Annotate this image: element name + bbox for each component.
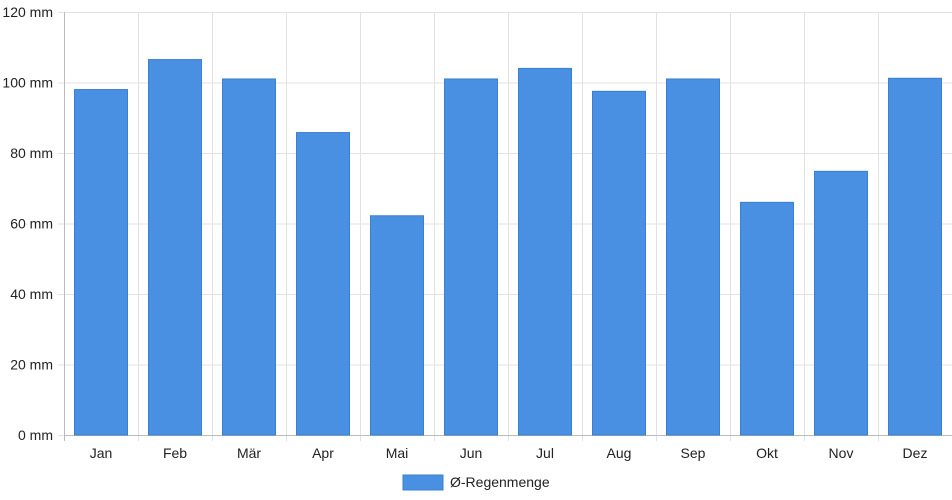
x-tick-label: Mär: [237, 445, 261, 461]
y-tick-label: 40 mm: [10, 286, 53, 302]
y-tick-label: 120 mm: [2, 4, 53, 20]
bar-apr[interactable]: [296, 132, 350, 436]
y-axis-tick-labels: 0 mm 20 mm 40 mm 60 mm 80 mm 100 mm 120 mm: [2, 4, 53, 443]
bar-jun[interactable]: [444, 78, 498, 436]
x-tick-label: Nov: [829, 445, 854, 461]
x-tick-label: Aug: [607, 445, 632, 461]
y-tick-label: 0 mm: [18, 427, 53, 443]
bar-jul[interactable]: [518, 67, 572, 436]
x-tick-label: Sep: [681, 445, 706, 461]
bar-nov[interactable]: [814, 170, 868, 436]
y-tick-label: 80 mm: [10, 145, 53, 161]
x-tick-label: Okt: [756, 445, 778, 461]
y-tick-label: 60 mm: [10, 216, 53, 232]
x-tick-label: Feb: [163, 445, 187, 461]
x-tick-label: Dez: [903, 445, 928, 461]
bar-feb[interactable]: [148, 59, 202, 436]
y-tick-label: 20 mm: [10, 357, 53, 373]
legend-swatch[interactable]: [402, 474, 444, 491]
bar-aug[interactable]: [592, 90, 646, 436]
bar-mär[interactable]: [222, 78, 276, 436]
bar-sep[interactable]: [666, 78, 720, 436]
bar-okt[interactable]: [740, 201, 794, 436]
x-tick-label: Apr: [312, 445, 334, 461]
bar-dez[interactable]: [888, 77, 942, 436]
x-tick-label: Jul: [536, 445, 554, 461]
bar-series: [74, 59, 942, 436]
bar-jan[interactable]: [74, 89, 128, 436]
legend[interactable]: Ø-Regenmenge: [402, 474, 550, 491]
legend-label[interactable]: Ø-Regenmenge: [450, 474, 550, 490]
grid-lines: [58, 12, 952, 441]
bar-mai[interactable]: [370, 215, 424, 436]
x-tick-label: Jun: [460, 445, 483, 461]
x-tick-label: Jan: [90, 445, 113, 461]
y-tick-label: 100 mm: [2, 75, 53, 91]
x-tick-label: Mai: [386, 445, 409, 461]
x-axis-tick-labels: Jan Feb Mär Apr Mai Jun Jul Aug Sep Okt Nov Dez: [90, 445, 928, 461]
